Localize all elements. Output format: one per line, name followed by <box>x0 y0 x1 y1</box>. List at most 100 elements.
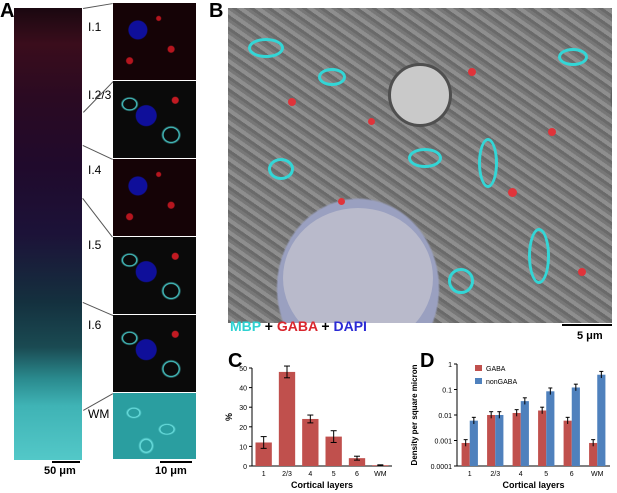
c-y-tick-label: 0 <box>243 464 247 471</box>
myelin-profile <box>318 68 346 86</box>
layer-connector <box>82 198 113 238</box>
tile-layer-4 <box>113 159 196 237</box>
d-bar-gaba <box>461 442 470 466</box>
c-x-label: Cortical layers <box>291 480 353 490</box>
chart-d: 0.0001 0.001 0.01 0.1 1 1 2/3 4 5 6 WM GABA nonGABA C… <box>410 362 610 490</box>
legend-mbp: MBP <box>230 318 261 334</box>
d-legend-swatch <box>475 365 482 371</box>
d-x-tick-label: 5 <box>544 471 548 478</box>
layer-label-2: I.4 <box>88 163 102 177</box>
tile-scale-bar <box>160 461 192 463</box>
myelin-profile <box>478 138 498 188</box>
layer-connector <box>82 302 113 316</box>
d-bar-nongaba <box>546 391 555 466</box>
d-y-label: Density per square micron <box>410 364 419 465</box>
tile-scale-label: 10 μm <box>155 465 187 477</box>
d-y-tick-label: 0.01 <box>438 413 452 420</box>
d-bar-nongaba <box>495 415 504 466</box>
d-bar-nongaba <box>597 374 606 466</box>
myelin-profile <box>408 148 442 168</box>
panel-b-label: B <box>209 0 224 22</box>
gaba-bouton <box>578 268 586 276</box>
gaba-bouton <box>468 68 476 76</box>
tile-layer-6 <box>113 315 196 393</box>
c-x-tick-label: 1 <box>262 471 266 478</box>
strip-scale-bar <box>52 461 80 463</box>
layer-label-5: WM <box>88 407 110 421</box>
gaba-bouton <box>548 128 556 136</box>
layer-connector <box>82 145 113 160</box>
chart-c: 0 10 20 30 40 50 1 2/3 4 5 6 WM Cortical layers% <box>224 365 392 490</box>
tile-layer-2-3 <box>113 81 196 159</box>
layer-connector <box>83 3 114 9</box>
panel-b-scale-bar <box>562 324 612 326</box>
c-y-label: % <box>224 413 234 421</box>
d-y-tick-label: 0.0001 <box>431 464 453 471</box>
tile-layer-1 <box>113 3 196 81</box>
c-x-tick-label: 2/3 <box>282 471 292 478</box>
d-bar-gaba <box>563 420 572 466</box>
c-y-tick-label: 10 <box>239 444 247 451</box>
d-x-tick-label: 6 <box>570 471 574 478</box>
d-legend-label: GABA <box>486 366 506 373</box>
gaba-bouton <box>338 198 345 205</box>
panel-b-scale-label: 5 μm <box>577 330 603 342</box>
tile-layer-wm <box>113 393 196 460</box>
myelin-profile <box>248 38 284 58</box>
em-overlay-image <box>228 8 612 323</box>
c-x-tick-label: 5 <box>332 471 336 478</box>
c-y-tick-label: 50 <box>239 366 247 373</box>
d-bar-nongaba <box>469 420 478 466</box>
nucleus-region <box>283 208 433 323</box>
d-x-tick-label: 4 <box>519 471 523 478</box>
gaba-bouton <box>288 98 296 106</box>
d-bar-nongaba <box>571 387 580 466</box>
c-bar <box>348 458 366 466</box>
c-bar <box>325 436 342 466</box>
myelin-profile <box>528 228 550 284</box>
d-x-label: Cortical layers <box>502 480 564 490</box>
d-y-tick-label: 0.001 <box>434 439 452 446</box>
legend-dapi: DAPI <box>333 318 367 334</box>
gaba-bouton <box>508 188 517 197</box>
d-bar-gaba <box>589 442 598 466</box>
c-y-tick-label: 40 <box>239 386 247 393</box>
panel-c-label: C <box>228 350 243 372</box>
legend-plus-2: + <box>317 318 334 334</box>
vessel-lumen <box>388 63 452 127</box>
d-bar-gaba <box>512 412 521 466</box>
gaba-bouton <box>368 118 375 125</box>
d-legend-label: nonGABA <box>486 379 517 386</box>
layer-label-0: I.1 <box>88 20 102 34</box>
d-legend-swatch <box>475 378 482 384</box>
d-bar-nongaba <box>520 401 529 466</box>
d-y-tick-label: 1 <box>448 362 452 369</box>
c-y-tick-label: 30 <box>239 405 247 412</box>
c-x-tick-label: WM <box>374 471 387 478</box>
c-y-tick-label: 20 <box>239 425 247 432</box>
d-x-tick-label: 1 <box>468 471 472 478</box>
stain-legend: MBP + GABA + DAPI <box>230 318 367 334</box>
panel-a-label: A <box>0 0 15 22</box>
cortical-strip-image <box>14 8 82 460</box>
legend-plus-1: + <box>260 318 277 334</box>
myelin-profile <box>558 48 588 66</box>
d-bar-gaba <box>487 415 496 466</box>
layer-label-3: I.5 <box>88 238 102 252</box>
d-x-tick-label: 2/3 <box>490 471 500 478</box>
d-y-tick-label: 0.1 <box>442 388 452 395</box>
panel-d-label: D <box>420 350 435 372</box>
c-bar <box>255 442 272 466</box>
d-bar-gaba <box>538 410 547 466</box>
tile-layer-5 <box>113 237 196 315</box>
c-x-tick-label: 4 <box>308 471 312 478</box>
myelin-profile <box>268 158 294 180</box>
d-x-tick-label: WM <box>591 471 604 478</box>
layer-label-4: I.6 <box>88 318 102 332</box>
c-bar <box>278 371 296 466</box>
strip-scale-label: 50 μm <box>44 465 76 477</box>
myelin-profile <box>448 268 474 294</box>
c-bar <box>302 418 319 466</box>
legend-gaba: GABA <box>276 318 318 334</box>
c-x-tick-label: 6 <box>355 471 359 478</box>
